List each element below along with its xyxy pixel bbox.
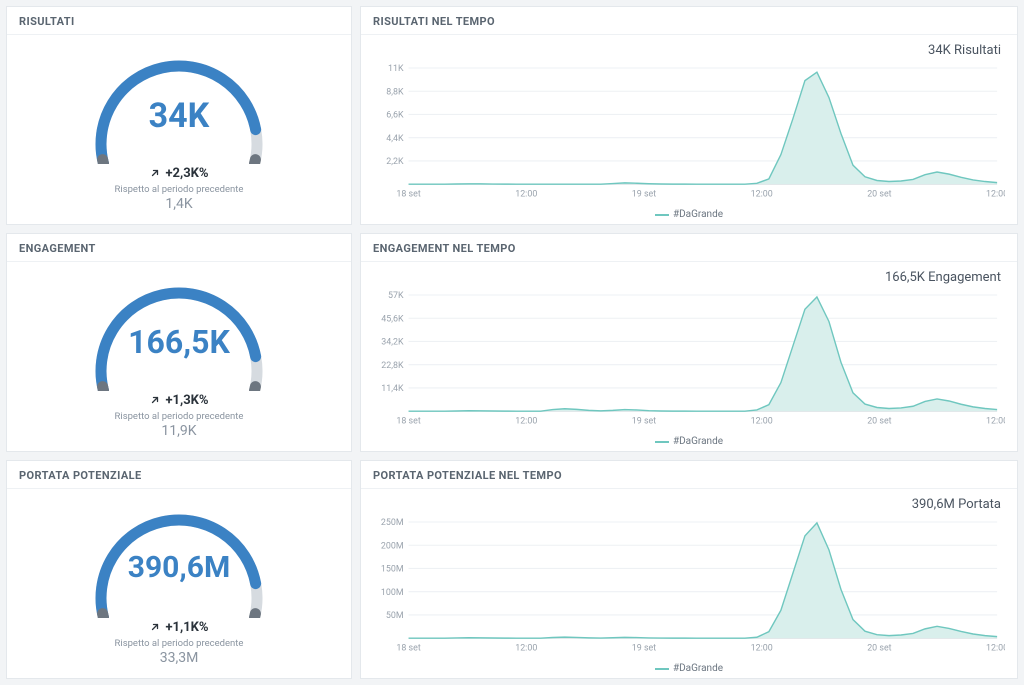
chart-legend-risultati: #DaGrande — [373, 207, 1005, 220]
gauge-delta-text-engagement: +1,3K% — [165, 393, 208, 408]
svg-text:150M: 150M — [381, 564, 404, 574]
gauge-body-risultati: 34K +2,3K% Rispetto al periodo precedente1… — [7, 35, 351, 224]
legend-label-portata: #DaGrande — [673, 663, 723, 674]
chart-plot-engagement: 57K 45,6K 34,2K 22,8K 11,4K 18 set 12:00 19 set… — [373, 268, 1005, 434]
svg-text:12:00: 12:00 — [986, 416, 1005, 426]
chart-body-engagement: 166,5K Engagement57K45,6K34,2K22,8K11,4K… — [361, 262, 1017, 451]
svg-text:34,2K: 34,2K — [381, 337, 404, 347]
chart-body-portata: 390,6M Portata250M200M150M100M50M18 set1… — [361, 489, 1017, 678]
svg-text:12:00: 12:00 — [515, 643, 537, 653]
arrow-up-right-icon — [149, 394, 161, 406]
legend-swatch-icon — [655, 214, 669, 216]
svg-text:100M: 100M — [381, 588, 404, 598]
svg-text:20 set: 20 set — [867, 416, 891, 426]
legend-label-risultati: #DaGrande — [673, 209, 723, 220]
chart-panel-risultati: RISULTATI NEL TEMPO34K Risultati11K8,8K6… — [360, 6, 1018, 225]
svg-text:12:00: 12:00 — [515, 416, 537, 426]
gauge-value-portata: 390,6M — [79, 550, 279, 585]
chart-legend-portata: #DaGrande — [373, 661, 1005, 674]
svg-text:22,8K: 22,8K — [381, 361, 404, 371]
gauge-panel-portata: PORTATA POTENZIALE 390,6M +1,1K% Rispetto a… — [6, 460, 352, 679]
chart-plot-portata: 250M 200M 150M 100M 50M 18 set 12:00 19 set 12:0… — [373, 495, 1005, 661]
gauge-title-risultati: RISULTATI — [7, 7, 351, 35]
chart-panel-portata: PORTATA POTENZIALE NEL TEMPO390,6M Porta… — [360, 460, 1018, 679]
svg-text:18 set: 18 set — [396, 189, 420, 199]
gauge-value-risultati: 34K — [79, 96, 279, 136]
chart-body-risultati: 34K Risultati11K8,8K6,6K4,4K2,2K18 set12… — [361, 35, 1017, 224]
svg-text:4,4K: 4,4K — [386, 134, 404, 144]
gauge-body-portata: 390,6M +1,1K% Rispetto al periodo preceden… — [7, 489, 351, 678]
gauge-title-portata: PORTATA POTENZIALE — [7, 461, 351, 489]
legend-swatch-icon — [655, 668, 669, 670]
arrow-up-right-icon — [149, 621, 161, 633]
gauge-body-engagement: 166,5K +1,3K% Rispetto al periodo preceden… — [7, 262, 351, 451]
svg-text:12:00: 12:00 — [751, 416, 773, 426]
chart-plot-risultati: 11K 8,8K 6,6K 4,4K 2,2K 18 set 12:00 19 set 12:0… — [373, 41, 1005, 207]
chart-legend-engagement: #DaGrande — [373, 434, 1005, 447]
svg-text:19 set: 19 set — [632, 643, 656, 653]
arrow-up-right-icon — [149, 167, 161, 179]
chart-panel-engagement: ENGAGEMENT NEL TEMPO166,5K Engagement57K… — [360, 233, 1018, 452]
svg-text:57K: 57K — [388, 291, 404, 301]
legend-label-engagement: #DaGrande — [673, 436, 723, 447]
legend-swatch-icon — [655, 441, 669, 443]
gauge-prev-engagement: 11,9K — [161, 423, 196, 439]
gauge-caption-risultati: Rispetto al periodo precedente — [115, 184, 244, 195]
svg-text:12:00: 12:00 — [751, 643, 773, 653]
gauge-delta-portata: +1,1K% — [149, 620, 208, 635]
svg-text:45,6K: 45,6K — [381, 314, 404, 324]
gauge-panel-risultati: RISULTATI 34K +2,3K% Rispetto al periodo pr… — [6, 6, 352, 225]
svg-text:8,8K: 8,8K — [386, 87, 404, 97]
svg-text:11,4K: 11,4K — [381, 384, 404, 394]
svg-text:20 set: 20 set — [867, 189, 891, 199]
gauge-prev-risultati: 1,4K — [165, 196, 192, 212]
chart-title-risultati: RISULTATI NEL TEMPO — [361, 7, 1017, 35]
gauge-delta-text-risultati: +2,3K% — [165, 166, 208, 181]
svg-text:11K: 11K — [388, 64, 404, 74]
svg-text:19 set: 19 set — [632, 189, 656, 199]
gauge-value-engagement: 166,5K — [79, 323, 279, 361]
svg-text:12:00: 12:00 — [986, 643, 1005, 653]
svg-text:18 set: 18 set — [396, 643, 420, 653]
svg-text:18 set: 18 set — [396, 416, 420, 426]
svg-text:12:00: 12:00 — [751, 189, 773, 199]
chart-title-portata: PORTATA POTENZIALE NEL TEMPO — [361, 461, 1017, 489]
svg-text:12:00: 12:00 — [986, 189, 1005, 199]
gauge-delta-engagement: +1,3K% — [149, 393, 208, 408]
svg-text:20 set: 20 set — [867, 643, 891, 653]
gauge-panel-engagement: ENGAGEMENT 166,5K +1,3K% Rispetto al period… — [6, 233, 352, 452]
gauge-caption-portata: Rispetto al periodo precedente — [115, 638, 244, 649]
gauge-caption-engagement: Rispetto al periodo precedente — [115, 411, 244, 422]
svg-text:50M: 50M — [386, 611, 404, 621]
svg-text:250M: 250M — [381, 518, 404, 528]
chart-title-engagement: ENGAGEMENT NEL TEMPO — [361, 234, 1017, 262]
svg-text:2,2K: 2,2K — [386, 157, 404, 167]
gauge-delta-text-portata: +1,1K% — [165, 620, 208, 635]
svg-text:6,6K: 6,6K — [386, 110, 404, 120]
gauge-delta-risultati: +2,3K% — [149, 166, 208, 181]
svg-text:12:00: 12:00 — [515, 189, 537, 199]
gauge-prev-portata: 33,3M — [160, 650, 199, 666]
svg-text:200M: 200M — [381, 541, 404, 551]
gauge-title-engagement: ENGAGEMENT — [7, 234, 351, 262]
svg-text:19 set: 19 set — [632, 416, 656, 426]
